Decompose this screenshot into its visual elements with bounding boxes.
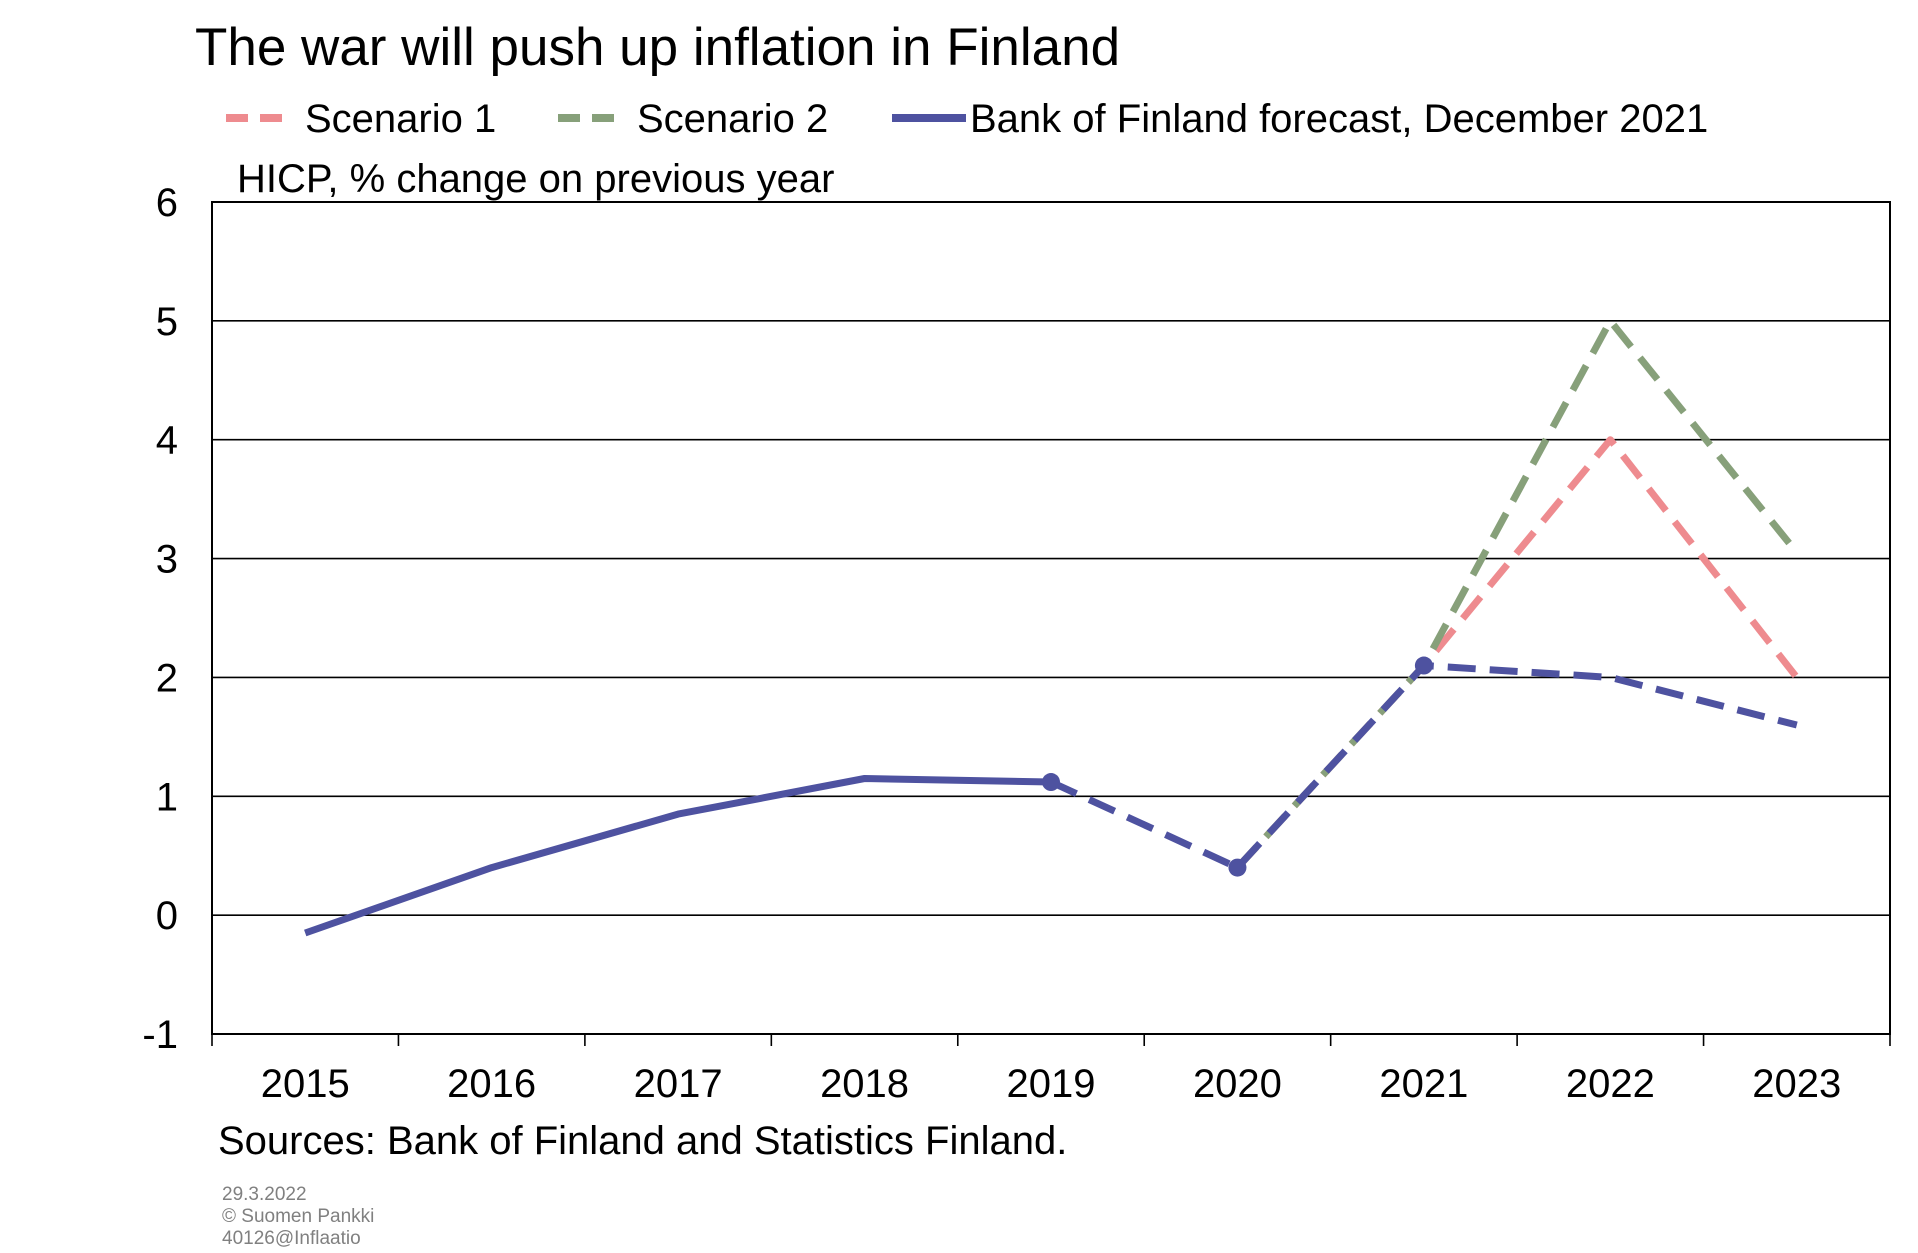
y-tick-1: 1 xyxy=(156,775,178,819)
x-tick-2021: 2021 xyxy=(1379,1062,1468,1106)
chart-title: The war will push up inflation in Finlan… xyxy=(195,18,1120,77)
x-tick-2015: 2015 xyxy=(261,1062,350,1106)
x-tick-2022: 2022 xyxy=(1566,1062,1655,1106)
x-tick-2018: 2018 xyxy=(820,1062,909,1106)
y-tick-3: 3 xyxy=(156,538,178,582)
plot-frame xyxy=(211,201,1891,1035)
x-axis-ticks: 2015 2016 2017 2018 2019 2020 2021 2022 2023 xyxy=(211,1034,1891,1106)
x-tick-2023: 2023 xyxy=(1752,1062,1841,1106)
legend: Scenario 1 Scenario 2 Bank of Finland fo… xyxy=(226,97,1708,141)
legend-label-scenario-2: Scenario 2 xyxy=(637,97,828,141)
legend-label-bof-forecast: Bank of Finland forecast, December 2021 xyxy=(970,97,1708,141)
series-bof-forecast-line xyxy=(1049,662,1798,872)
y-tick-6: 6 xyxy=(156,181,178,225)
data-point-bof-2021 xyxy=(1414,656,1433,675)
x-tick-2017: 2017 xyxy=(634,1062,723,1106)
gridlines xyxy=(212,320,1890,916)
x-tick-2016: 2016 xyxy=(447,1062,536,1106)
footer-id: 40126@Inflaatio xyxy=(222,1228,361,1249)
footer-copyright: © Suomen Pankki xyxy=(222,1206,374,1227)
legend-label-scenario-1: Scenario 1 xyxy=(305,97,496,141)
y-tick-5: 5 xyxy=(156,300,178,344)
y-tick-2: 2 xyxy=(156,656,178,700)
x-tick-2020: 2020 xyxy=(1193,1062,1282,1106)
series-bof-actual-line xyxy=(304,775,1052,937)
series-layer xyxy=(304,317,1800,937)
y-axis-ticks: -1 0 1 2 3 4 5 6 xyxy=(142,181,178,1057)
y-tick-0: 0 xyxy=(156,894,178,938)
source-note: Sources: Bank of Finland and Statistics … xyxy=(218,1119,1067,1163)
data-point-bof-2020 xyxy=(1228,858,1247,877)
data-point-bof-2019 xyxy=(1042,773,1060,792)
footer-date: 29.3.2022 xyxy=(222,1184,307,1205)
series-scenario-1-line xyxy=(1234,436,1800,870)
series-scenario-2-line xyxy=(1234,317,1800,870)
x-tick-2019: 2019 xyxy=(1007,1062,1096,1106)
y-axis-label: HICP, % change on previous year xyxy=(237,157,834,201)
y-tick-4: 4 xyxy=(156,419,178,463)
y-tick--1: -1 xyxy=(142,1013,178,1057)
